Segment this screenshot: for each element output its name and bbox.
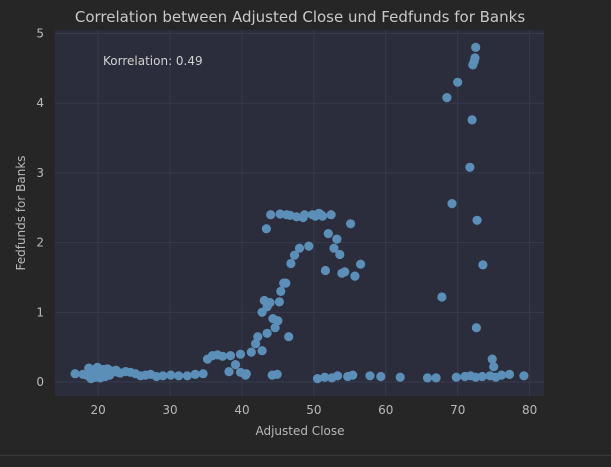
data-point <box>346 219 356 229</box>
x-tick-label: 60 <box>378 403 393 417</box>
y-tick-label: 0 <box>36 375 44 389</box>
data-point <box>329 243 339 253</box>
y-tick-label: 2 <box>36 236 44 250</box>
data-point <box>270 323 280 333</box>
data-point <box>365 371 375 381</box>
data-point <box>348 370 358 380</box>
data-point <box>442 93 452 103</box>
data-point <box>340 267 350 277</box>
data-point <box>251 339 261 349</box>
data-point <box>276 286 286 296</box>
data-point <box>497 370 507 380</box>
data-point <box>477 371 487 382</box>
data-point <box>447 199 457 209</box>
data-point <box>286 258 296 269</box>
data-point <box>465 162 475 172</box>
data-point <box>166 370 176 380</box>
data-point <box>273 316 283 326</box>
data-point <box>225 351 236 361</box>
x-tick-label: 70 <box>450 403 465 417</box>
data-point <box>471 323 481 333</box>
x-tick-label: 50 <box>306 403 321 417</box>
data-point <box>304 241 314 251</box>
data-point <box>174 371 184 381</box>
data-point <box>471 42 481 53</box>
data-point <box>246 347 256 357</box>
data-point <box>333 371 343 381</box>
data-point <box>111 365 121 375</box>
data-point <box>102 364 113 374</box>
y-axis-label: Fedfunds for Banks <box>14 155 28 270</box>
data-point <box>504 369 515 379</box>
data-point <box>84 363 94 373</box>
data-point <box>182 371 192 381</box>
x-axis-label: Adjusted Close <box>255 424 344 438</box>
data-point <box>257 346 267 356</box>
data-point <box>224 367 234 377</box>
data-point <box>317 211 328 221</box>
data-point <box>289 250 300 260</box>
data-point <box>451 372 461 382</box>
data-point <box>470 53 480 63</box>
data-point <box>198 369 208 379</box>
data-point <box>294 243 305 253</box>
data-point <box>284 332 294 342</box>
y-tick-label: 4 <box>36 96 44 110</box>
x-tick-label: 40 <box>234 403 249 417</box>
data-point <box>266 210 276 220</box>
data-point <box>312 374 323 384</box>
data-point <box>350 271 360 281</box>
y-axis-ticks: 0 1 2 3 4 5 <box>36 26 44 389</box>
data-point <box>335 249 345 260</box>
data-point <box>326 210 336 220</box>
data-point <box>320 265 330 276</box>
data-point <box>489 362 499 372</box>
x-tick-label: 30 <box>162 403 177 417</box>
data-point <box>281 278 291 288</box>
data-point <box>356 259 366 269</box>
data-point <box>519 371 529 381</box>
data-point <box>261 224 271 234</box>
bottom-divider <box>0 455 611 456</box>
data-point <box>218 351 228 361</box>
plot-area <box>55 30 544 396</box>
data-point <box>453 77 463 87</box>
data-point <box>376 371 386 382</box>
data-point <box>190 369 200 379</box>
data-point <box>487 354 497 364</box>
chart-title: Correlation between Adjusted Close und F… <box>75 8 525 26</box>
data-point <box>323 229 333 239</box>
data-point <box>253 332 263 342</box>
data-point <box>274 297 284 307</box>
y-tick-label: 5 <box>36 26 44 40</box>
data-point <box>332 234 342 244</box>
x-axis-ticks: 20 30 40 50 60 70 80 <box>91 403 538 417</box>
x-tick-label: 20 <box>91 403 106 417</box>
data-point <box>320 372 330 382</box>
data-point <box>272 369 282 379</box>
data-point <box>70 369 80 379</box>
y-tick-label: 1 <box>36 305 44 319</box>
data-point <box>437 292 447 302</box>
x-tick-label: 80 <box>522 403 537 417</box>
data-point <box>467 115 477 125</box>
correlation-annotation: Korrelation: 0.49 <box>103 54 203 68</box>
data-point <box>230 360 241 370</box>
data-point <box>431 373 441 383</box>
data-point <box>395 372 405 382</box>
data-points <box>70 42 529 384</box>
data-point <box>235 349 246 359</box>
data-point <box>158 371 168 381</box>
data-point <box>478 260 488 270</box>
data-point <box>472 215 482 225</box>
y-tick-label: 3 <box>36 166 44 180</box>
data-point <box>262 328 272 338</box>
data-point <box>422 373 433 383</box>
data-point <box>241 369 251 379</box>
data-point <box>265 298 275 308</box>
grid <box>55 30 544 396</box>
data-point <box>298 212 308 223</box>
